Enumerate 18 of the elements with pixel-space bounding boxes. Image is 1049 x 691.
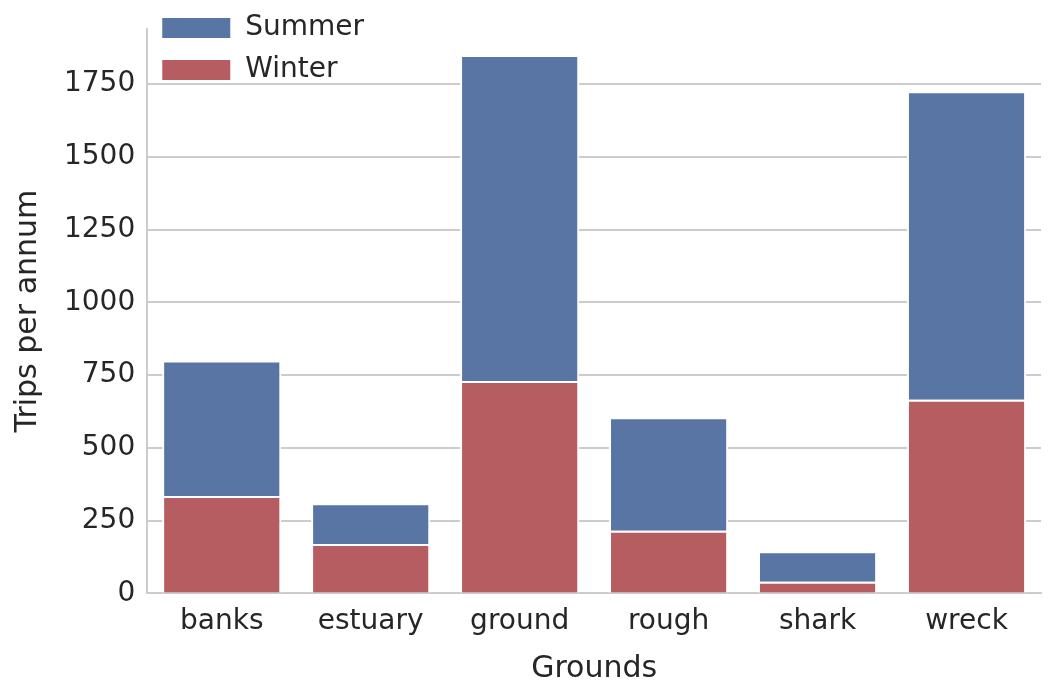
legend-label: Winter — [245, 51, 339, 85]
x-tick-label: banks — [179, 603, 264, 637]
x-tick-label: rough — [627, 603, 710, 637]
x-tick-label: shark — [778, 603, 857, 637]
y-tick-label: 1000 — [63, 283, 136, 317]
x-tick-label: estuary — [317, 603, 424, 637]
legend-label: Summer — [245, 9, 365, 43]
y-tick-label: 250 — [81, 501, 136, 535]
x-tick-label: wreck — [925, 603, 1009, 637]
y-tick-label: 750 — [81, 356, 136, 390]
y-tick-label: 500 — [81, 429, 136, 463]
x-tick-label: ground — [470, 603, 570, 637]
y-tick-label: 1250 — [63, 210, 136, 244]
y-tick-label: 1500 — [63, 138, 136, 172]
y-tick-label: 1750 — [63, 65, 136, 99]
y-tick-label: 0 — [117, 574, 136, 608]
x-axis-title: Grounds — [531, 648, 658, 684]
y-axis-title: Trips per annum — [7, 189, 43, 434]
